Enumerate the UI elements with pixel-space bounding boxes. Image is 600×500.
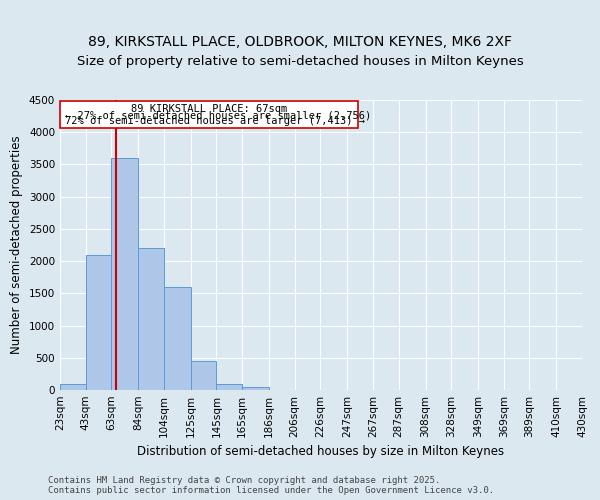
Text: Contains HM Land Registry data © Crown copyright and database right 2025.
Contai: Contains HM Land Registry data © Crown c… (48, 476, 494, 495)
Bar (164, 287, 191, 390)
Bar (217, 384, 242, 390)
Bar (242, 387, 269, 390)
Bar (60, 384, 86, 390)
Y-axis label: Number of semi-detached properties: Number of semi-detached properties (10, 136, 23, 354)
Text: ← 27% of semi-detached houses are smaller (2,756): ← 27% of semi-detached houses are smalle… (65, 110, 371, 120)
X-axis label: Distribution of semi-detached houses by size in Milton Keynes: Distribution of semi-detached houses by … (137, 446, 505, 458)
Bar (86, 254, 112, 390)
Text: 89, KIRKSTALL PLACE, OLDBROOK, MILTON KEYNES, MK6 2XF: 89, KIRKSTALL PLACE, OLDBROOK, MILTON KE… (88, 35, 512, 49)
FancyBboxPatch shape (60, 102, 358, 128)
Text: 89 KIRKSTALL PLACE: 67sqm: 89 KIRKSTALL PLACE: 67sqm (131, 104, 287, 114)
Text: 72% of semi-detached houses are larger (7,413) →: 72% of semi-detached houses are larger (… (65, 116, 365, 126)
Bar (112, 158, 138, 390)
Bar (191, 361, 217, 390)
Bar (138, 248, 164, 390)
Text: Size of property relative to semi-detached houses in Milton Keynes: Size of property relative to semi-detach… (77, 55, 523, 68)
